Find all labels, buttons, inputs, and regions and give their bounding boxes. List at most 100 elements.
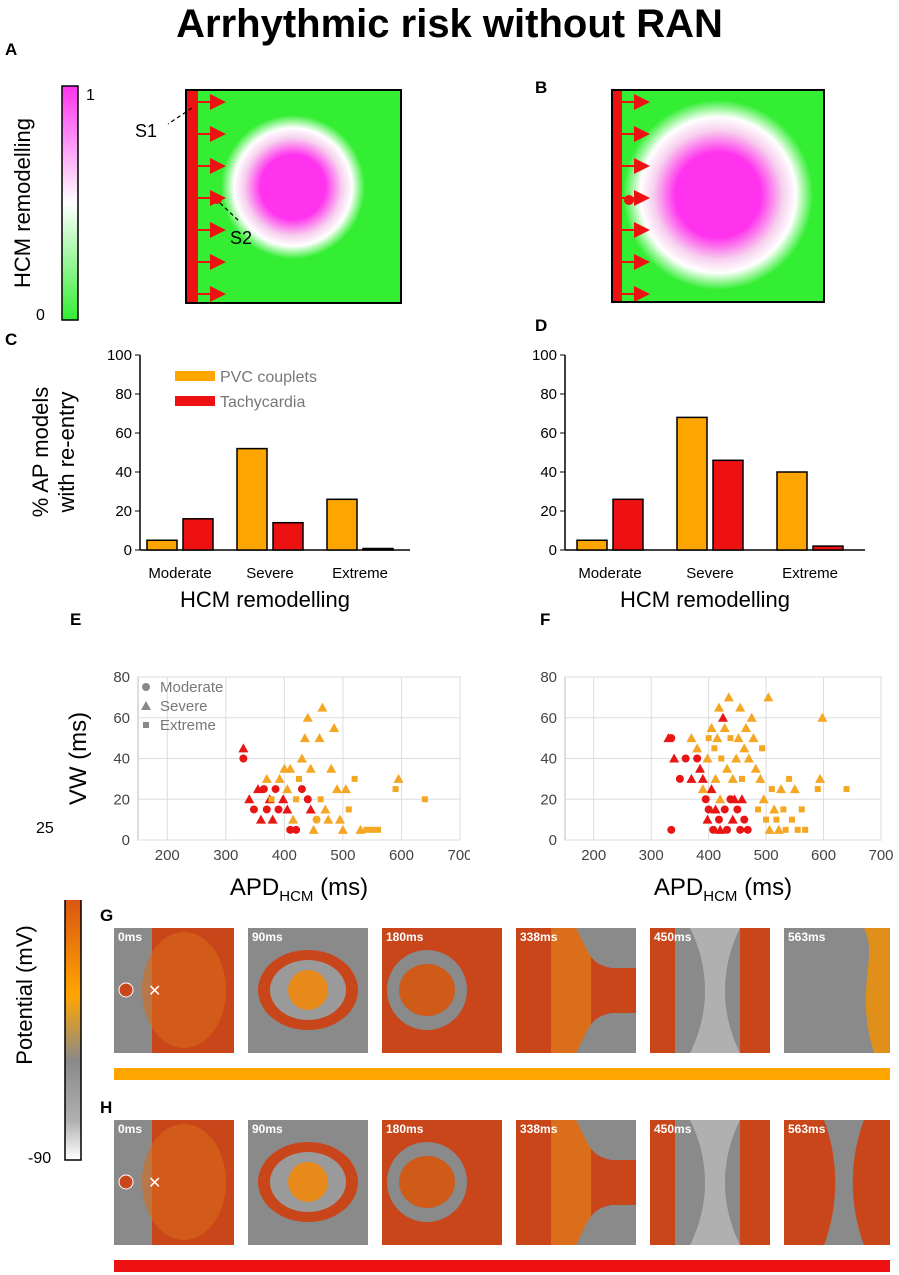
- h-snapshot-5: 563ms: [784, 1120, 890, 1245]
- h-time-label-1: 90ms: [252, 1122, 283, 1136]
- point-extreme: [268, 796, 275, 803]
- panel-label-b: B: [535, 78, 548, 97]
- y-axis-label-line1: % AP models: [28, 387, 53, 517]
- x-tick-label: 700: [447, 847, 470, 864]
- point-severe: [326, 763, 337, 773]
- legend-label-1: Tachycardia: [220, 394, 305, 411]
- point-severe: [733, 733, 744, 743]
- point-severe: [764, 824, 775, 834]
- wave-front: [142, 932, 226, 1048]
- x-axis-label: HCM remodelling: [620, 587, 790, 612]
- point-extreme: [317, 796, 324, 803]
- point-moderate: [286, 825, 295, 834]
- point-extreme: [296, 775, 302, 782]
- y-tick-label: 60: [540, 710, 557, 727]
- panel-label-a: A: [5, 40, 18, 59]
- g-snapshot-4: 450ms: [650, 928, 770, 1053]
- bar-tachy-moderate: [612, 498, 644, 551]
- point-severe: [302, 712, 313, 722]
- y-tick-label: 60: [540, 425, 557, 442]
- bar-chart-d: 0 20 40 60 80 100 Moderate Severe Extreme HCM rem…: [532, 347, 865, 612]
- point-moderate: [303, 795, 312, 804]
- point-severe: [244, 794, 255, 804]
- y-tick-label: 80: [540, 386, 557, 403]
- point-moderate: [714, 815, 723, 824]
- point-moderate: [667, 825, 676, 834]
- y-tick-label: 80: [115, 386, 132, 403]
- bar-pvc-moderate: [576, 539, 608, 551]
- h-time-label-5: 563ms: [788, 1122, 826, 1136]
- legend-label-severe: Severe: [160, 698, 208, 715]
- point-severe: [702, 814, 713, 824]
- potential-label-holder: Potential (mV): [12, 925, 37, 1064]
- point-moderate: [701, 795, 710, 804]
- stim-site: [118, 1174, 134, 1190]
- y-tick-label: 60: [113, 710, 130, 727]
- point-severe: [288, 814, 299, 824]
- point-extreme: [718, 755, 725, 762]
- point-severe: [706, 784, 717, 794]
- bar-tachy-severe: [712, 459, 744, 551]
- point-severe: [758, 794, 769, 804]
- core-excited: [288, 1162, 328, 1202]
- y-tick-label: 40: [540, 751, 557, 768]
- point-extreme: [363, 826, 370, 833]
- point-extreme: [293, 796, 300, 803]
- point-severe: [329, 722, 340, 732]
- g-time-label-5: 563ms: [788, 930, 826, 944]
- stim-site: [118, 982, 134, 998]
- excited-right: [740, 1120, 770, 1245]
- point-severe: [715, 824, 726, 834]
- point-severe: [710, 773, 721, 783]
- bar-tachy-extreme: [812, 545, 844, 551]
- potential-colorbar-min: -90: [28, 1150, 52, 1167]
- point-moderate: [709, 825, 718, 834]
- x-tick-label: Severe: [686, 565, 734, 582]
- point-extreme: [798, 806, 805, 813]
- point-moderate: [274, 805, 283, 814]
- x-axis-label: APDHCM (ms): [230, 874, 368, 905]
- potential-colorbar-max: 25: [36, 820, 54, 837]
- y-tick-label: 40: [540, 464, 557, 481]
- bar-tachy-moderate: [182, 518, 214, 551]
- x-tick-label: Extreme: [782, 565, 838, 582]
- block-mark: ✕: [148, 983, 161, 1000]
- hcm-colorbar: [61, 85, 79, 321]
- g-time-label-3: 338ms: [520, 930, 558, 944]
- excited-core: [399, 964, 455, 1016]
- point-extreme: [763, 816, 770, 823]
- point-severe: [702, 753, 713, 763]
- point-severe: [815, 773, 826, 783]
- x-tick-label: 300: [639, 847, 664, 864]
- y-tick-label: 100: [107, 347, 132, 364]
- point-severe: [769, 804, 780, 814]
- point-moderate: [704, 805, 713, 814]
- point-severe: [746, 712, 757, 722]
- point-severe: [723, 692, 734, 702]
- point-severe: [727, 814, 738, 824]
- legend-swatch-1: [175, 396, 215, 406]
- wave-top: [576, 1120, 636, 1160]
- y-axis-label-line2: with re-entry: [54, 391, 79, 513]
- point-severe: [748, 733, 759, 743]
- x-tick-label: 300: [213, 847, 238, 864]
- point-severe: [282, 784, 293, 794]
- point-extreme: [738, 775, 745, 782]
- excited-left: [650, 1120, 675, 1245]
- point-extreme: [782, 826, 789, 833]
- point-severe: [713, 702, 724, 712]
- point-severe: [282, 804, 293, 814]
- point-severe: [715, 794, 726, 804]
- scatter-chart-e: 200 300 400 500 600 700 0 20 40 60 80 APDHCM (ms) VW…: [65, 669, 470, 905]
- point-severe: [739, 743, 750, 753]
- point-severe: [743, 753, 754, 763]
- x-tick-label: Moderate: [578, 565, 641, 582]
- hcm-colorbar-min: 0: [36, 307, 45, 324]
- g-time-label-4: 450ms: [654, 930, 692, 944]
- point-moderate: [667, 734, 676, 743]
- point-extreme: [727, 735, 734, 742]
- h-snapshot-1: 90ms: [248, 1120, 368, 1245]
- bar-tachy-severe: [272, 521, 304, 551]
- point-severe: [727, 773, 738, 783]
- point-severe: [305, 763, 316, 773]
